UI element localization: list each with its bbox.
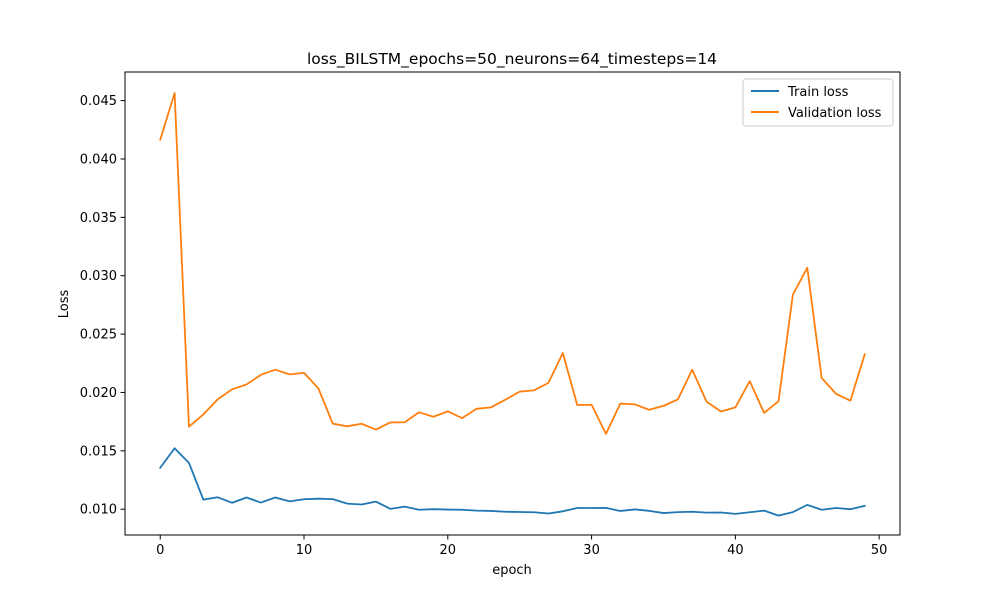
x-tick-label: 40 (727, 543, 744, 558)
plot-lines (158, 92, 866, 517)
chart-title: loss_BILSTM_epochs=50_neurons=64_timeste… (307, 50, 717, 69)
legend-label-validation-loss: Validation loss (788, 106, 882, 121)
series-line-train-loss (158, 447, 866, 517)
y-axis-label: Loss (57, 290, 72, 319)
x-tick-label: 10 (296, 543, 313, 558)
y-tick-label: 0.035 (80, 211, 117, 226)
x-axis-ticks: 0 10 20 30 40 50 (156, 535, 887, 558)
x-axis-label: epoch (492, 563, 532, 578)
y-tick-label: 0.040 (80, 152, 117, 167)
y-tick-label: 0.015 (80, 444, 117, 459)
y-tick-label: 0.030 (80, 269, 117, 284)
y-tick-label: 0.020 (80, 386, 117, 401)
x-tick-label: 50 (871, 543, 888, 558)
legend-box (742, 78, 894, 127)
x-tick-label: 0 (156, 543, 164, 558)
plot-frame (124, 71, 901, 536)
series-line-validation-loss (159, 92, 866, 435)
legend: Train loss Validation loss (742, 78, 894, 127)
y-tick-label: 0.025 (80, 328, 117, 343)
y-tick-label: 0.010 (80, 503, 117, 518)
y-axis-ticks: 0.010 0.015 0.020 0.025 0.030 0.035 0.040 0.045 (80, 94, 125, 518)
y-tick-label: 0.045 (80, 94, 117, 109)
x-tick-label: 30 (583, 543, 600, 558)
x-tick-label: 20 (440, 543, 457, 558)
legend-label-train-loss: Train loss (787, 85, 849, 100)
